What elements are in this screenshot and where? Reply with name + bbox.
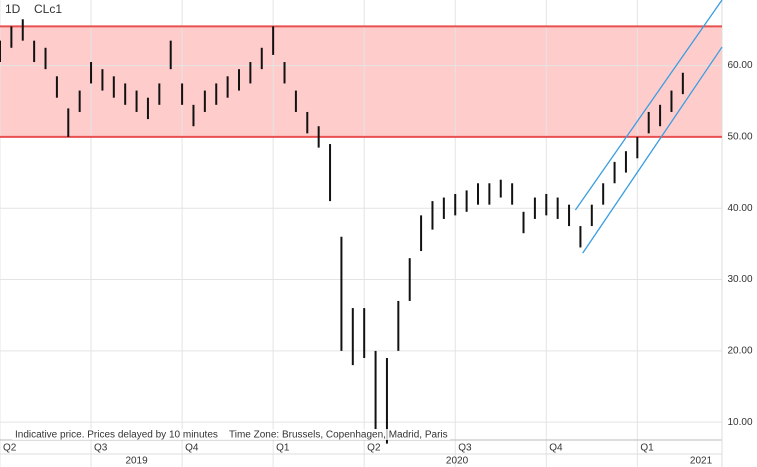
x-tick-label: Q3 [94,443,108,454]
y-tick-label: 20.00 [727,345,752,356]
y-tick-label: 10.00 [727,417,752,428]
footnote-bg [12,429,450,440]
channel-line [574,0,723,211]
x-tick-label: Q3 [458,443,472,454]
x-tick-label: Q4 [185,443,199,454]
background [0,0,722,467]
year-label: 2020 [446,456,469,467]
x-tick-label: Q2 [367,443,381,454]
x-tick-label: Q1 [640,443,654,454]
interval: 1D [5,2,21,16]
x-tick-label: Q2 [3,443,17,454]
symbol: CLc1 [34,2,62,16]
y-tick-label: 60.00 [727,60,752,71]
x-tick-label: Q1 [276,443,290,454]
band [0,26,722,137]
timezone: Time Zone: Brussels, Copenhagen, Madrid,… [229,430,448,441]
year-label: 2019 [125,456,148,467]
y-tick-label: 30.00 [727,274,752,285]
x-tick-label: Q4 [549,443,563,454]
y-tick-label: 50.00 [727,132,752,143]
y-tick-label: 40.00 [727,203,752,214]
channel-line [582,46,723,254]
year-label: 2021 [690,456,713,467]
footnote: Indicative price. Prices delayed by 10 m… [15,430,218,441]
